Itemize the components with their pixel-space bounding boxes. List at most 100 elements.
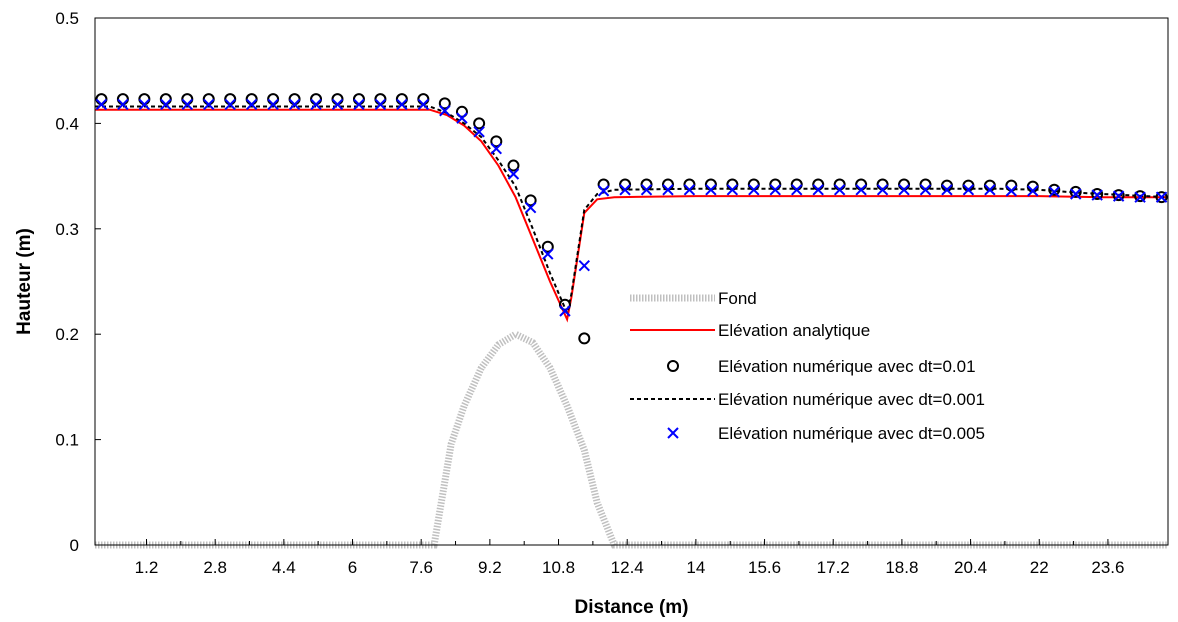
data-point <box>116 93 129 106</box>
data-point <box>507 168 520 180</box>
axes: 0 0.1 0.2 0.3 0.4 0.5 1.2 2.8 4.4 6 7.6 9.2 10.8 12.4… <box>55 9 1169 577</box>
x-tick-label: 22 <box>1030 558 1049 577</box>
data-point <box>769 184 781 196</box>
y-tick-label: 0.1 <box>55 431 79 450</box>
legend-item: Elévation numérique avec dt=0.005 <box>667 424 985 443</box>
data-point <box>1134 191 1146 203</box>
plot-area <box>95 93 1169 549</box>
data-point <box>962 184 975 196</box>
data-point <box>181 98 193 111</box>
data-point <box>490 142 503 155</box>
data-point <box>941 184 953 196</box>
x-tick-label: 7.6 <box>409 558 433 577</box>
x-tick-label: 15.6 <box>748 558 781 577</box>
data-point <box>748 184 760 196</box>
data-point <box>542 248 554 260</box>
data-point <box>95 93 108 106</box>
data-point <box>1048 183 1061 196</box>
y-tick-label: 0.4 <box>55 114 79 133</box>
data-point <box>640 184 653 196</box>
data-point <box>438 97 451 110</box>
x-tick-label: 18.8 <box>885 558 918 577</box>
x-axis-title: Distance (m) <box>574 597 688 618</box>
series-line <box>95 105 1169 317</box>
data-point <box>1069 185 1082 198</box>
series-line <box>95 108 1168 323</box>
series-el-vation-num-rique-avec-dt-0-001 <box>95 105 1169 317</box>
data-point <box>203 98 215 111</box>
x-tick-label: 20.4 <box>954 558 987 577</box>
data-point <box>597 185 610 197</box>
data-point <box>138 98 151 111</box>
data-point <box>683 178 696 191</box>
series-el-vation-num-rique-avec-dt-0-005 <box>95 98 1168 317</box>
x-tick-label: 12.4 <box>611 558 644 577</box>
data-point <box>559 305 571 317</box>
data-point <box>267 93 280 106</box>
data-point <box>726 178 739 191</box>
data-point <box>662 184 674 196</box>
x-tick-label: 1.2 <box>135 558 159 577</box>
legend-item: Elévation numérique avec dt=0.01 <box>667 357 976 376</box>
data-point <box>117 98 129 111</box>
data-point <box>267 98 279 111</box>
legend-item: Fond <box>630 289 757 308</box>
data-point <box>984 184 996 196</box>
series-fond <box>95 330 1168 549</box>
data-point <box>245 98 258 111</box>
data-point <box>288 98 301 111</box>
data-point <box>331 98 344 111</box>
data-point <box>95 98 108 111</box>
data-point <box>619 184 631 196</box>
data-point <box>417 98 430 111</box>
data-point <box>288 93 301 106</box>
x-tick-label: 17.2 <box>817 558 850 577</box>
y-tick-label: 0.5 <box>55 9 79 28</box>
data-point <box>1005 179 1018 192</box>
series-line <box>95 330 1168 549</box>
x-tick-label: 10.8 <box>542 558 575 577</box>
data-point <box>1155 191 1168 204</box>
data-point <box>1112 189 1125 202</box>
data-point <box>1005 185 1018 197</box>
data-point <box>791 184 803 196</box>
legend-item: Elévation analytique <box>630 321 870 340</box>
x-tick-label: 6 <box>348 558 357 577</box>
data-point <box>245 93 258 106</box>
data-point <box>507 159 520 172</box>
x-tick-label: 2.8 <box>203 558 227 577</box>
data-point <box>541 240 554 253</box>
y-tick-label: 0.3 <box>55 220 79 239</box>
data-point <box>160 98 172 111</box>
legend-label: Elévation numérique avec dt=0.005 <box>718 424 985 443</box>
data-point <box>705 184 717 196</box>
data-point <box>769 178 782 191</box>
data-point <box>490 135 503 148</box>
legend-label: Fond <box>718 289 757 308</box>
series-el-vation-num-rique-avec-dt-0-01 <box>95 93 1168 345</box>
data-point <box>726 184 739 196</box>
data-point <box>578 332 591 345</box>
data-point <box>439 105 451 117</box>
legend-swatch <box>667 360 679 372</box>
data-point <box>833 184 846 196</box>
data-point <box>1091 189 1103 201</box>
data-point <box>202 93 215 106</box>
data-point <box>619 178 632 191</box>
x-tick-label: 9.2 <box>478 558 502 577</box>
data-point <box>138 93 151 106</box>
data-point <box>524 202 537 214</box>
data-point <box>1155 191 1168 203</box>
data-point <box>331 93 344 106</box>
data-point <box>898 184 910 196</box>
data-point <box>181 93 194 106</box>
data-point <box>876 184 889 196</box>
data-point <box>395 93 408 106</box>
data-point <box>310 93 323 106</box>
data-point <box>1112 190 1125 202</box>
data-point <box>919 184 932 196</box>
x-tick-label: 14 <box>686 558 705 577</box>
data-point <box>661 178 674 191</box>
legend-label: Elévation numérique avec dt=0.01 <box>718 357 976 376</box>
data-point <box>1134 190 1147 203</box>
